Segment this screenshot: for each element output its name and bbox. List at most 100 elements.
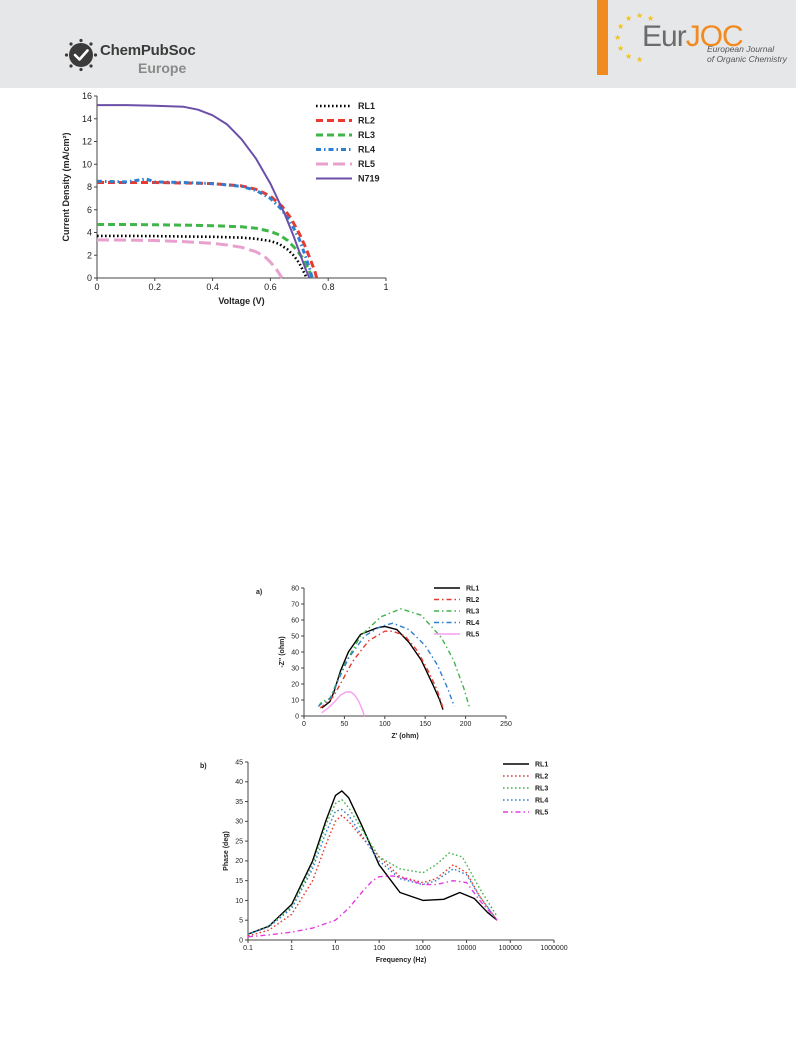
header-band [0, 0, 796, 88]
y-tick-label: 40 [235, 779, 243, 786]
panel-label: a) [256, 589, 262, 596]
x-tick-label: 1 [290, 945, 294, 952]
series-line-rl1 [321, 625, 444, 710]
journal-prefix: Eur [642, 20, 687, 53]
x-axis-label: Voltage (V) [218, 296, 264, 306]
legend-label-rl1: RL1 [358, 101, 375, 111]
y-tick-label: 16 [82, 91, 92, 101]
y-tick-label: 50 [291, 633, 299, 640]
x-tick-label: 100 [379, 721, 391, 728]
chempubsoc-logo-icon [64, 38, 98, 72]
x-tick-label: 0.6 [264, 282, 277, 292]
legend-label-rl4: RL4 [358, 145, 375, 155]
journal-name: EurJOC [642, 20, 744, 54]
series-line-rl2 [247, 814, 498, 937]
x-tick-label: 0.8 [322, 282, 335, 292]
eurjoc-logo: ★ ★ ★ ★ ★ ★ ★ ★ EurJOC European Journal of Or… [612, 6, 796, 76]
legend-label-rl5: RL5 [535, 809, 548, 816]
publisher-subtitle: Europe [138, 60, 187, 76]
y-tick-label: 2 [87, 250, 92, 260]
legend-label-rl3: RL3 [466, 608, 479, 615]
y-tick-label: 5 [239, 918, 243, 925]
x-tick-label: 10 [332, 945, 340, 952]
y-tick-label: 30 [291, 665, 299, 672]
x-tick-label: 1 [383, 282, 388, 292]
y-tick-label: 4 [87, 228, 92, 238]
x-tick-label: 0 [94, 282, 99, 292]
y-tick-label: 0 [87, 273, 92, 283]
legend-label-rl5: RL5 [358, 159, 375, 169]
x-tick-label: 0 [302, 721, 306, 728]
svg-text:★: ★ [617, 44, 624, 53]
series-line-rl5 [96, 238, 284, 279]
legend-label-rl1: RL1 [535, 761, 548, 768]
legend-label-rl2: RL2 [358, 116, 375, 126]
y-tick-label: 0 [239, 937, 243, 944]
y-tick-label: 70 [291, 601, 299, 608]
svg-text:★: ★ [614, 33, 621, 42]
y-tick-label: 20 [291, 681, 299, 688]
panel-label: b) [200, 763, 207, 770]
y-tick-label: 10 [235, 898, 243, 905]
y-tick-label: 30 [235, 819, 243, 826]
legend-label-rl2: RL2 [466, 597, 479, 604]
y-tick-label: 10 [82, 159, 92, 169]
legend-label-rl4: RL4 [466, 620, 479, 627]
x-tick-label: 50 [341, 721, 349, 728]
y-tick-label: 35 [235, 799, 243, 806]
x-tick-label: 10000 [457, 945, 477, 952]
x-tick-label: 0.2 [149, 282, 162, 292]
legend-label-rl3: RL3 [358, 130, 375, 140]
y-tick-label: 10 [291, 697, 299, 704]
bode-phase-plot: b) 0.1 1 10 100 1000 10000 100000 1000000 0 5 10 15 2… [200, 759, 568, 964]
x-tick-label: 100000 [499, 945, 522, 952]
accent-bar [597, 0, 608, 75]
y-tick-label: 14 [82, 114, 92, 124]
x-tick-label: 250 [500, 721, 512, 728]
svg-text:★: ★ [617, 22, 624, 31]
publisher-name: ChemPubSoc [100, 42, 196, 59]
journal-suffix: JOC [685, 20, 744, 53]
y-axis-label: Current Density (mA/cm²) [61, 132, 71, 241]
x-tick-label: 1000 [415, 945, 431, 952]
y-tick-label: 12 [82, 137, 92, 147]
x-tick-label: 100 [373, 945, 385, 952]
legend-label-n719: N719 [358, 174, 380, 184]
x-tick-label: 1000000 [540, 945, 567, 952]
journal-full-name: European Journal of Organic Chemistry [707, 44, 796, 64]
x-axis-label: Z' (ohm) [391, 733, 418, 740]
journal-full-line1: European Journal [707, 44, 775, 54]
series-line-n719 [97, 104, 311, 279]
y-tick-label: 40 [291, 649, 299, 656]
series-line-rl4 [247, 808, 498, 935]
y-tick-label: 45 [235, 759, 243, 766]
series-line-rl2 [97, 181, 319, 279]
svg-text:★: ★ [647, 14, 654, 23]
series-line-rl3 [97, 223, 314, 279]
y-tick-label: 0 [295, 713, 299, 720]
series-line-rl4 [318, 622, 455, 707]
series-line-rl2 [319, 630, 444, 709]
legend-label-rl1: RL1 [466, 585, 479, 592]
x-tick-label: 0.1 [243, 945, 253, 952]
x-tick-label: 200 [460, 721, 472, 728]
x-tick-label: 150 [419, 721, 431, 728]
y-tick-label: 80 [291, 585, 299, 592]
y-tick-label: 15 [235, 878, 243, 885]
series-line-rl3 [247, 798, 498, 935]
series-line-rl1 [247, 790, 498, 935]
legend-label-rl4: RL4 [535, 797, 548, 804]
y-tick-label: 25 [235, 838, 243, 845]
svg-text:★: ★ [636, 11, 643, 20]
legend-label-rl5: RL5 [466, 631, 479, 638]
y-tick-label: 6 [87, 205, 92, 215]
y-tick-label: 8 [87, 182, 92, 192]
series-line-rl5 [247, 875, 498, 938]
svg-text:★: ★ [625, 52, 632, 61]
y-tick-label: 20 [235, 858, 243, 865]
series-line-rl4 [96, 177, 314, 279]
legend-label-rl2: RL2 [535, 773, 548, 780]
y-tick-label: 60 [291, 617, 299, 624]
svg-text:★: ★ [636, 55, 643, 64]
